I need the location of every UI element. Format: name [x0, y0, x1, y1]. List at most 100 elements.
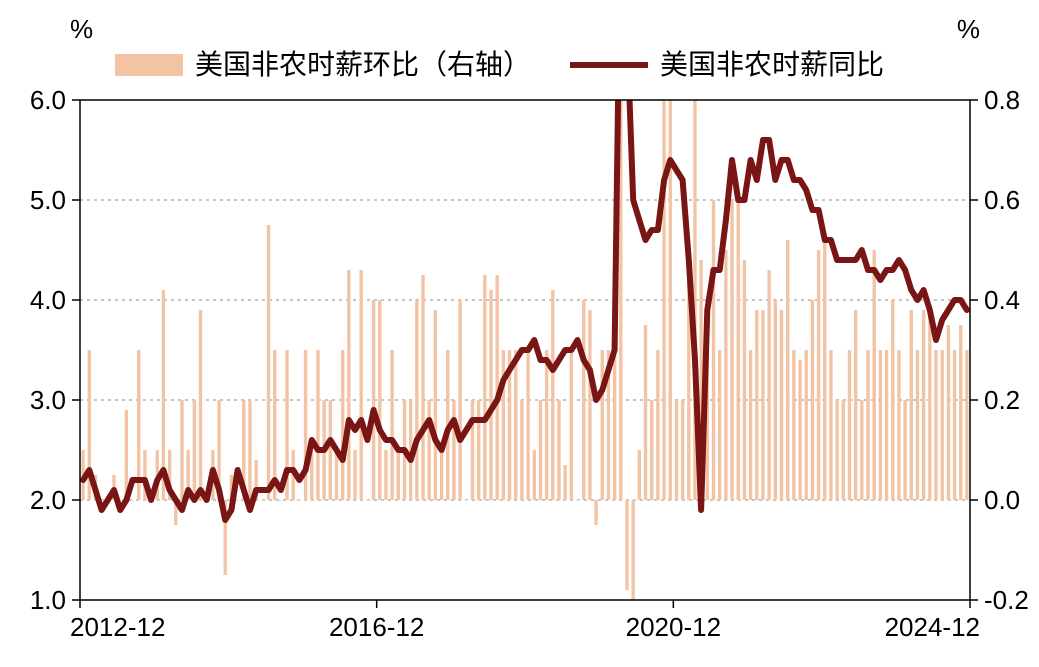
bar — [619, 0, 622, 500]
bar — [483, 275, 486, 500]
bar — [965, 350, 968, 500]
x-tick-label: 2012-12 — [70, 612, 165, 642]
bar — [452, 400, 455, 500]
bar — [885, 350, 888, 500]
bar — [428, 400, 431, 500]
bar — [656, 350, 659, 500]
right-tick-label: 0.6 — [984, 185, 1020, 215]
x-tick-label: 2020-12 — [626, 612, 721, 642]
bar — [910, 310, 913, 500]
bar — [588, 310, 591, 500]
bar — [866, 350, 869, 500]
wage-chart: % % 美国非农时薪环比（右轴） 美国非农时薪同比 1.02.03.04.05.… — [0, 0, 1039, 667]
bar — [390, 350, 393, 500]
x-tick-label: 2024-12 — [885, 612, 980, 642]
bar — [798, 360, 801, 500]
left-axis-ticks: 1.0 2.0 3.0 4.0 5.0 6.0 — [30, 85, 80, 615]
legend-bar-label: 美国非农时薪环比（右轴） — [195, 49, 531, 80]
bar — [248, 400, 251, 500]
bar — [718, 350, 721, 500]
bar — [261, 500, 264, 501]
bar — [434, 310, 437, 500]
bar — [805, 350, 808, 500]
bar — [557, 400, 560, 500]
bar — [520, 400, 523, 500]
bar — [761, 310, 764, 500]
bar — [650, 400, 653, 500]
bar — [780, 310, 783, 500]
bar — [384, 450, 387, 500]
bar — [786, 240, 789, 500]
bar — [514, 350, 517, 500]
right-axis-ticks: -0.2 0.0 0.2 0.4 0.6 0.8 — [970, 85, 1029, 615]
bar — [415, 300, 418, 500]
legend-bar-swatch — [115, 54, 183, 76]
bar — [903, 400, 906, 500]
left-tick-label: 6.0 — [30, 85, 66, 115]
bar — [471, 400, 474, 500]
bar — [180, 400, 183, 500]
bar — [131, 500, 134, 501]
bar — [193, 400, 196, 500]
bar — [440, 450, 443, 500]
bar — [854, 310, 857, 500]
bar — [489, 290, 492, 500]
bar — [817, 250, 820, 500]
bar — [372, 300, 375, 500]
bar — [891, 300, 894, 500]
left-tick-label: 3.0 — [30, 385, 66, 415]
left-tick-label: 1.0 — [30, 585, 66, 615]
bar — [298, 500, 301, 501]
bar — [743, 260, 746, 500]
bar — [539, 400, 542, 500]
bar — [458, 300, 461, 500]
right-tick-label: 0.0 — [984, 485, 1020, 515]
bar — [279, 500, 282, 501]
left-tick-label: 2.0 — [30, 485, 66, 515]
bar — [421, 275, 424, 500]
bar — [953, 350, 956, 500]
bar — [916, 350, 919, 500]
right-tick-label: 0.2 — [984, 385, 1020, 415]
bar — [897, 350, 900, 500]
bar — [737, 200, 740, 500]
bar — [465, 500, 468, 501]
bar — [767, 270, 770, 500]
bar — [860, 400, 863, 500]
bar — [563, 465, 566, 500]
bar — [662, 100, 665, 500]
right-tick-label: 0.8 — [984, 85, 1020, 115]
bar — [199, 310, 202, 500]
left-tick-label: 4.0 — [30, 285, 66, 315]
bar — [378, 300, 381, 500]
left-axis-unit: % — [70, 14, 93, 44]
left-tick-label: 5.0 — [30, 185, 66, 215]
bar — [360, 270, 363, 500]
bar — [842, 400, 845, 500]
bar — [353, 450, 356, 500]
bar — [570, 350, 573, 500]
right-tick-label: 0.4 — [984, 285, 1020, 315]
bar — [835, 400, 838, 500]
bar — [712, 200, 715, 500]
bar — [879, 350, 882, 500]
bar — [582, 300, 585, 500]
bar — [947, 325, 950, 500]
bar — [601, 350, 604, 500]
bar — [533, 450, 536, 500]
bar — [347, 270, 350, 500]
bar — [829, 350, 832, 500]
bar — [551, 290, 554, 500]
x-axis-ticks: 2012-122016-122020-122024-12 — [70, 600, 980, 642]
bar — [675, 400, 678, 500]
bar — [576, 500, 579, 501]
bar — [724, 250, 727, 500]
bar — [681, 400, 684, 500]
right-tick-label: -0.2 — [984, 585, 1029, 615]
bar — [341, 350, 344, 500]
bar — [477, 400, 480, 500]
bar — [774, 300, 777, 500]
bar — [922, 310, 925, 500]
bar — [823, 240, 826, 500]
bar — [873, 250, 876, 500]
